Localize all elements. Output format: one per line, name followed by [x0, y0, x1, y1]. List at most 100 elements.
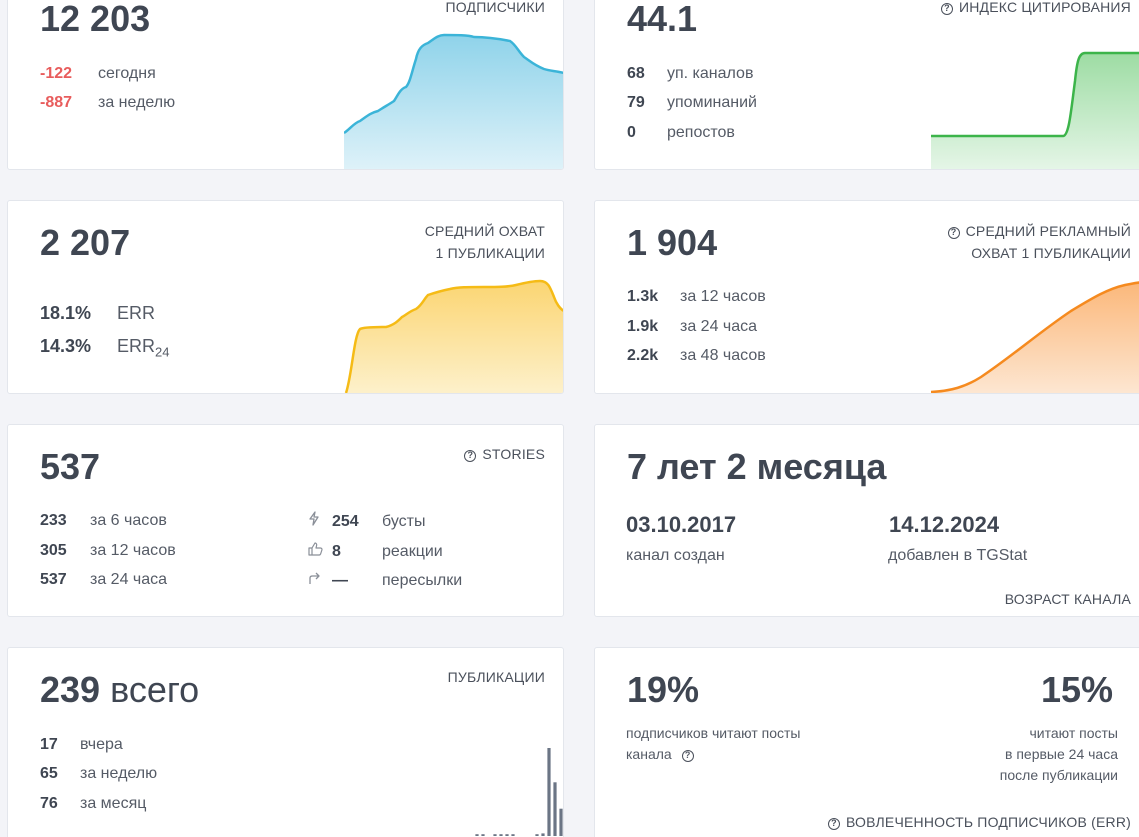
reach-err24-value: 14.3%: [40, 336, 92, 356]
question-icon[interactable]: ?: [827, 818, 840, 830]
stories-caption-wrap: ? STORIES: [464, 443, 545, 465]
ad-reach-line: [931, 281, 1139, 393]
posts-bar-chart: [475, 748, 563, 836]
reach-row: 14.3% ERR24: [40, 336, 169, 363]
subscribers-line: [344, 33, 563, 135]
engagement-right-text: читают посты в первые 24 часа после публ…: [1000, 723, 1118, 786]
reach-err-label: ERR: [117, 303, 156, 323]
engagement-right-value: 15%: [1041, 669, 1114, 710]
engagement-left-line2: канала: [626, 746, 672, 762]
question-icon[interactable]: ?: [681, 750, 694, 762]
stories-row-value: 233: [40, 512, 67, 529]
stories-row: 305 за 12 часов: [40, 541, 176, 561]
created-date: 03.10.2017: [626, 512, 737, 537]
subscribers-week-value: -887: [40, 94, 73, 111]
ad-reach-row: 1.3k за 12 часов: [627, 287, 766, 307]
ad-reach-caption: ? СРЕДНИЙ РЕКЛАМНЫЙ ОХВАТ 1 ПУБЛИКАЦИИ: [947, 220, 1131, 264]
stories-reactions-label: реакции: [382, 543, 443, 560]
created-label: канал создан: [626, 547, 725, 564]
posts-total-word: всего: [110, 669, 200, 710]
posts-bar: [547, 748, 551, 836]
question-icon[interactable]: ?: [947, 227, 960, 239]
citation-total: 44.1: [627, 0, 698, 39]
citation-caption: ИНДЕКС ЦИТИРОВАНИЯ: [958, 0, 1131, 15]
reach-caption: СРЕДНИЙ ОХВАТ 1 ПУБЛИКАЦИИ: [425, 220, 545, 264]
ad-reach-row: 1.9k за 24 часа: [627, 317, 757, 337]
reach-caption-line1: СРЕДНИЙ ОХВАТ: [424, 223, 545, 239]
stories-right-row: — пересылки: [308, 570, 462, 591]
citation-caption-wrap: ? ИНДЕКС ЦИТИРОВАНИЯ: [940, 0, 1131, 18]
citation-row-label: уп. каналов: [667, 65, 754, 82]
forward-arrow-icon: [308, 570, 326, 590]
stories-card: 537 ? STORIES 233 за 6 часов 305 за 12 часо…: [7, 424, 564, 617]
subscribers-total: 12 203: [40, 0, 151, 39]
posts-bar: [493, 834, 497, 836]
citation-area: [931, 53, 1139, 169]
thumbs-up-icon: [308, 541, 326, 561]
reach-area: [346, 281, 563, 393]
citation-row-value: 68: [627, 65, 645, 82]
posts-row: 65 за неделю: [40, 764, 157, 784]
question-icon[interactable]: ?: [464, 450, 477, 462]
ad-reach-row-value: 1.9k: [627, 318, 659, 335]
posts-bar: [481, 834, 485, 836]
stories-row: 537 за 24 часа: [40, 570, 167, 590]
stories-reactions-value: 8: [332, 543, 341, 560]
added-date: 14.12.2024: [889, 512, 1000, 537]
ad-reach-row-label: за 12 часов: [680, 288, 766, 305]
posts-bar: [511, 834, 515, 836]
engagement-right-line2: в первые 24 часа: [1005, 746, 1118, 762]
stories-boosts-value: 254: [332, 513, 359, 530]
citation-row: 79 упоминаний: [627, 93, 757, 113]
stories-row-label: за 12 часов: [90, 542, 176, 559]
stories-row-value: 537: [40, 571, 67, 588]
posts-row-label: вчера: [80, 736, 123, 753]
engagement-left-line1: подписчиков читают посты: [626, 725, 801, 741]
reach-row: 18.1% ERR: [40, 303, 155, 323]
subscribers-row: -887 за неделю: [40, 93, 175, 113]
citation-row-label: репостов: [667, 124, 735, 141]
question-icon[interactable]: ?: [940, 3, 953, 15]
posts-row-label: за неделю: [80, 765, 158, 782]
stories-row: 233 за 6 часов: [40, 511, 167, 531]
stories-row-label: за 6 часов: [90, 512, 167, 529]
subscribers-row: -122 сегодня: [40, 64, 156, 84]
ad-reach-row: 2.2k за 48 часов: [627, 346, 766, 366]
age-total: 7 лет 2 месяца: [627, 446, 887, 487]
ad-reach-row-value: 1.3k: [627, 288, 659, 305]
posts-caption: ПУБЛИКАЦИИ: [447, 669, 545, 685]
posts-bar: [553, 782, 557, 836]
posts-bar: [541, 833, 545, 836]
engagement-card: 19% 15% подписчиков читают посты канала …: [594, 647, 1139, 837]
ad-reach-sparkline: [931, 281, 1139, 393]
lightning-icon: [308, 511, 326, 531]
posts-row: 17 вчера: [40, 735, 123, 755]
citation-row-label: упоминаний: [667, 94, 757, 111]
ad-reach-row-label: за 48 часов: [680, 347, 766, 364]
reach-err-value: 18.1%: [40, 303, 92, 323]
posts-bar: [475, 834, 479, 836]
subscribers-today-label: сегодня: [98, 65, 156, 82]
citation-line: [931, 51, 1139, 138]
subscribers-caption: ПОДПИСЧИКИ: [445, 0, 545, 15]
subscribers-week-label: за неделю: [98, 94, 176, 111]
posts-row-value: 65: [40, 765, 58, 782]
citation-row-value: 79: [627, 94, 645, 111]
engagement-caption-wrap: ? ВОВЛЕЧЕННОСТЬ ПОДПИСЧИКОВ (ERR): [827, 811, 1131, 833]
stories-total: 537: [40, 446, 101, 487]
reach-total: 2 207: [40, 222, 131, 263]
posts-bar: [505, 834, 509, 836]
reach-sparkline: [344, 279, 563, 393]
posts-bar: [499, 834, 503, 836]
added-label: добавлен в TGStat: [888, 547, 1028, 564]
posts-row-value: 76: [40, 795, 58, 812]
posts-total: 239 всего: [40, 672, 199, 708]
age-caption: ВОЗРАСТ КАНАЛА: [1004, 591, 1131, 607]
engagement-left-value: 19%: [627, 669, 700, 710]
stories-row-value: 305: [40, 542, 67, 559]
ad-reach-row-value: 2.2k: [627, 347, 659, 364]
reach-line: [344, 279, 563, 393]
stories-boosts-label: бусты: [382, 513, 426, 530]
posts-bar: [535, 834, 539, 836]
stories-forwards-label: пересылки: [382, 572, 463, 589]
